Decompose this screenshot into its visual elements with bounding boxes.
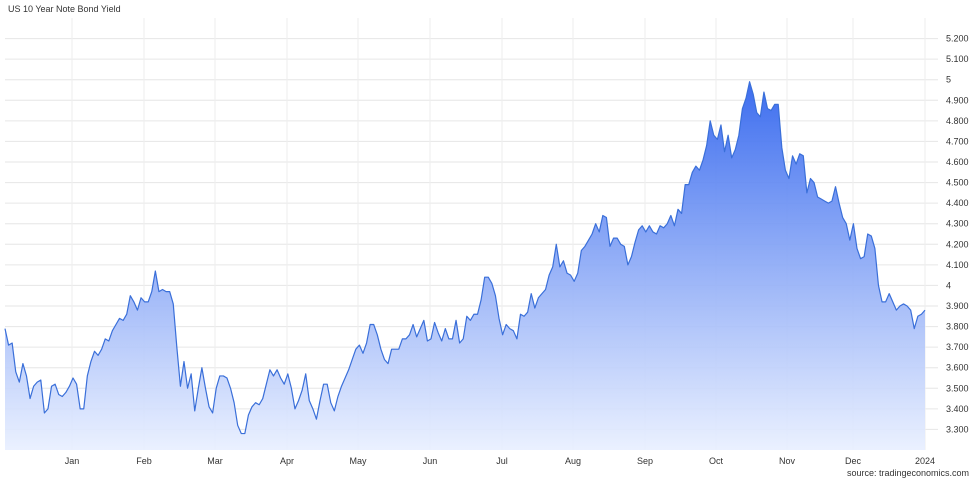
x-tick-label: Apr xyxy=(280,456,294,466)
y-tick-label: 3.700 xyxy=(946,342,969,352)
source-label: source: tradingeconomics.com xyxy=(846,468,969,478)
y-tick-label: 4.300 xyxy=(946,219,969,229)
y-tick-label: 4 xyxy=(946,280,951,290)
y-tick-label: 5.100 xyxy=(946,54,969,64)
y-tick-label: 3.800 xyxy=(946,322,969,332)
x-tick-label: Feb xyxy=(136,456,152,466)
x-axis-ticks: Jan Feb Mar Apr May Jun Jul Aug Sep Oct Nov Dec 2024 xyxy=(65,456,935,466)
series xyxy=(4,81,926,451)
y-tick-label: 3.900 xyxy=(946,301,969,311)
y-tick-label: 5.200 xyxy=(946,34,969,44)
x-tick-label: Jun xyxy=(423,456,438,466)
y-tick-label: 4.600 xyxy=(946,157,969,167)
x-tick-label: Sep xyxy=(637,456,653,466)
x-tick-label: Mar xyxy=(207,456,223,466)
x-tick-label: Jan xyxy=(65,456,80,466)
y-axis-ticks: 3.300 3.400 3.500 3.600 3.700 3.800 3.900 4 4.10… xyxy=(946,34,969,435)
y-tick-label: 3.400 xyxy=(946,404,969,414)
x-tick-label: Dec xyxy=(845,456,862,466)
y-tick-label: 4.700 xyxy=(946,136,969,146)
y-tick-label: 4.200 xyxy=(946,239,969,249)
y-tick-label: 5 xyxy=(946,75,951,85)
y-tick-label: 4.100 xyxy=(946,260,969,270)
x-tick-label: Nov xyxy=(779,456,796,466)
y-tick-label: 4.900 xyxy=(946,95,969,105)
y-tick-label: 4.400 xyxy=(946,198,969,208)
y-tick-label: 3.600 xyxy=(946,363,969,373)
x-tick-label: Oct xyxy=(709,456,724,466)
x-tick-label: Aug xyxy=(565,456,581,466)
x-tick-label: May xyxy=(349,456,367,466)
series-area xyxy=(5,81,925,451)
y-tick-label: 3.500 xyxy=(946,383,969,393)
y-tick-label: 4.800 xyxy=(946,116,969,126)
x-tick-label: Jul xyxy=(496,456,508,466)
y-tick-label: 4.500 xyxy=(946,178,969,188)
chart-title: US 10 Year Note Bond Yield xyxy=(8,4,121,14)
y-tick-label: 3.300 xyxy=(946,424,969,434)
x-tick-label: 2024 xyxy=(915,456,935,466)
series-line xyxy=(4,81,926,435)
